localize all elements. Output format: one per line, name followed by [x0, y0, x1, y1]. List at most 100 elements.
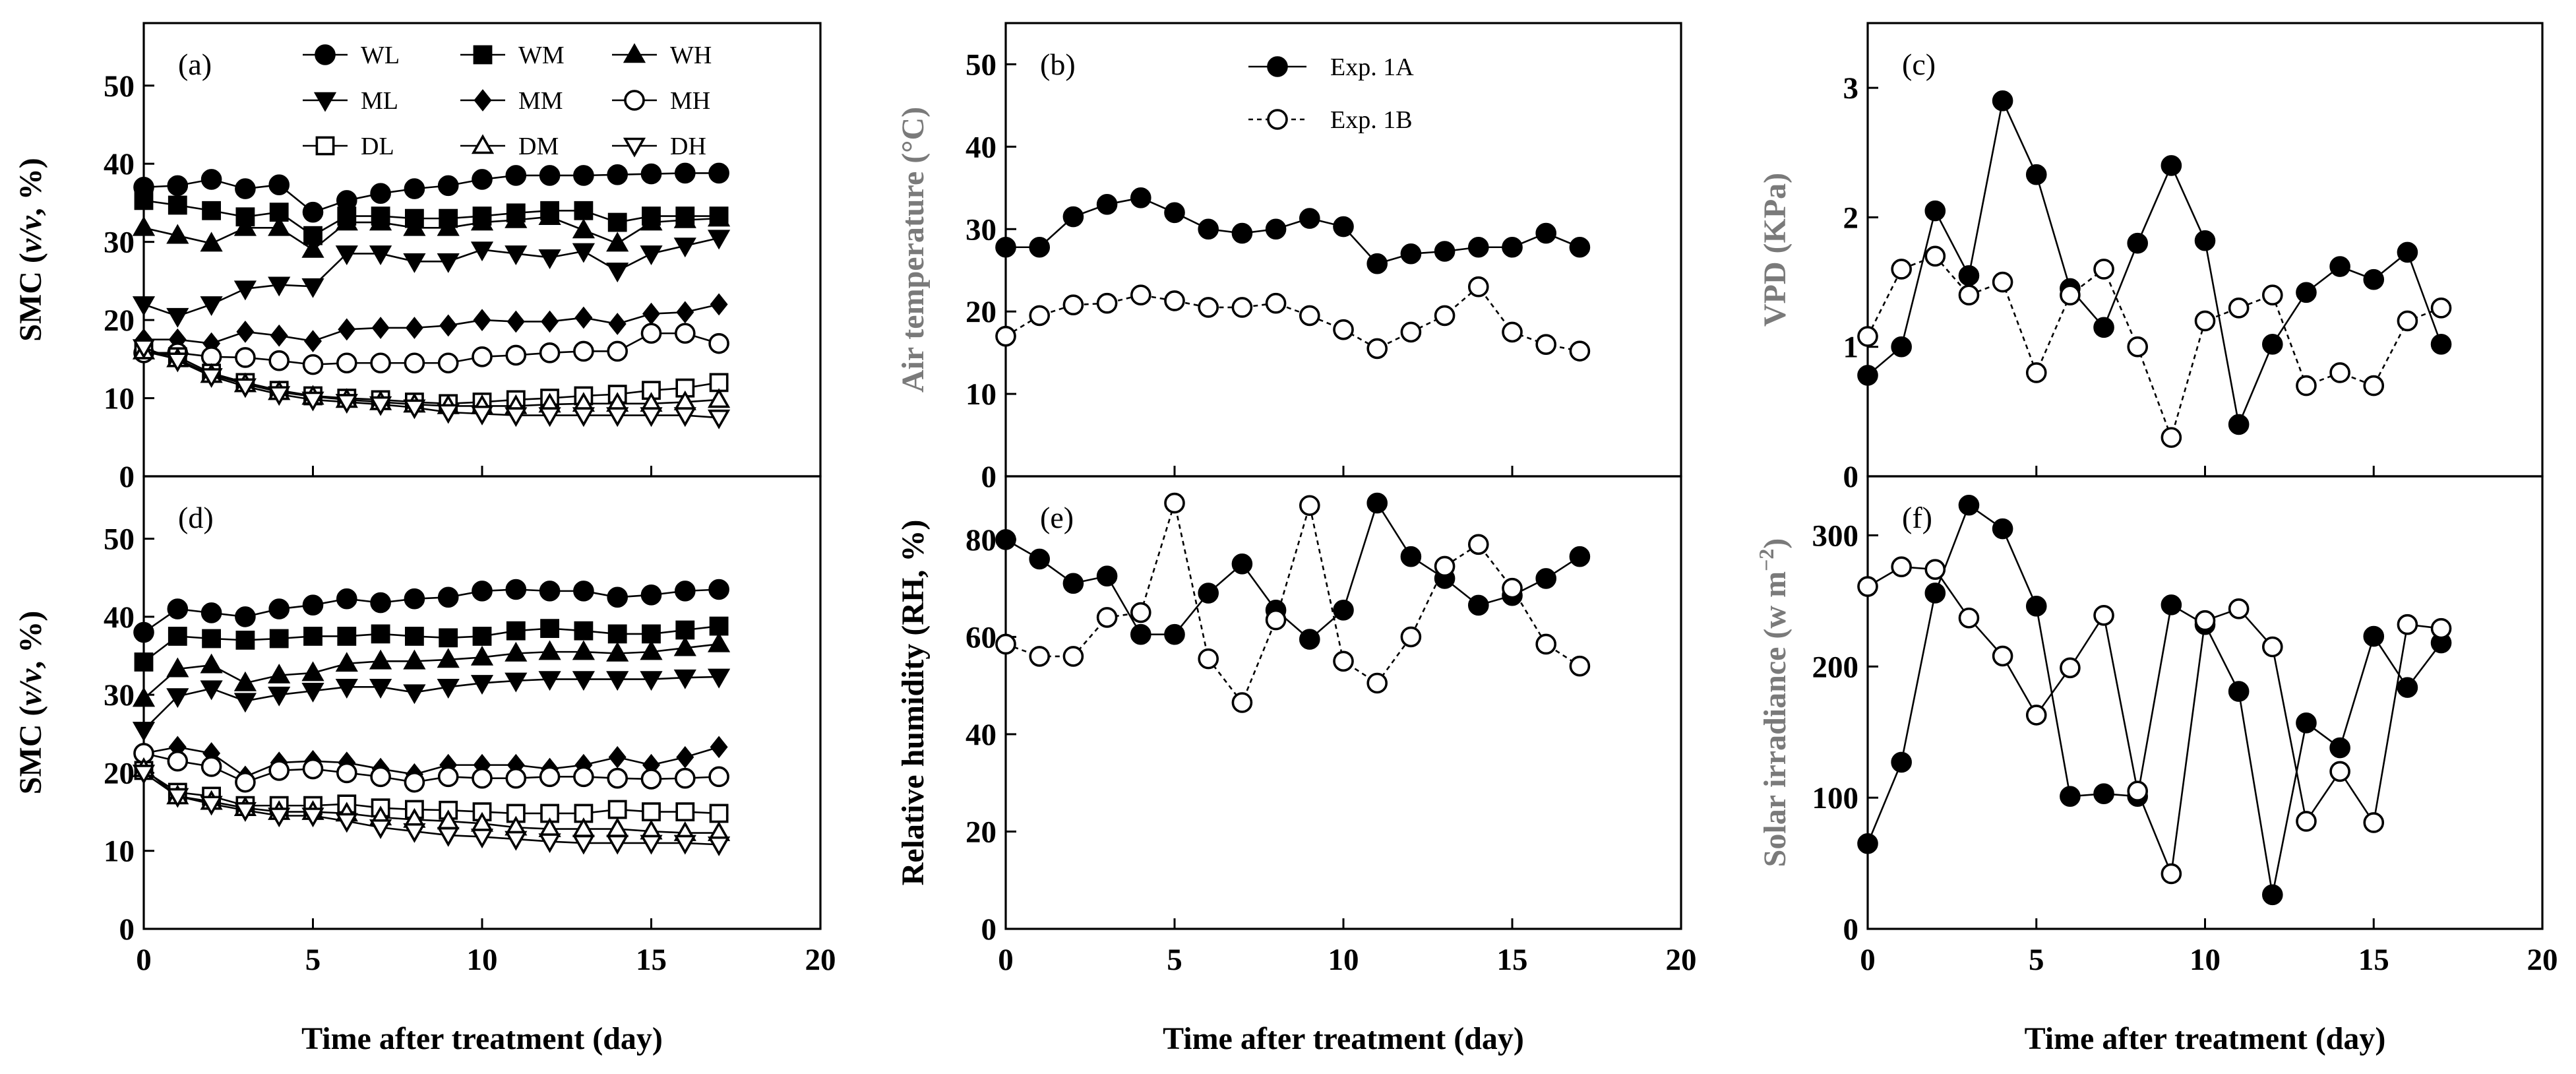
data-point	[1029, 236, 1050, 258]
data-point	[1366, 253, 1388, 274]
data-point	[1535, 633, 1556, 655]
data-point	[1062, 646, 1084, 667]
data-point	[1468, 276, 1489, 298]
data-point	[505, 641, 528, 662]
data-point	[1468, 236, 1489, 258]
y-tick-label: 0	[119, 912, 135, 947]
data-point	[1096, 565, 1118, 587]
series-line	[1005, 285, 1580, 352]
data-point	[337, 627, 357, 646]
data-point	[539, 342, 561, 363]
series-mh	[133, 323, 729, 375]
data-point	[606, 263, 629, 283]
x-tick-label: 10	[1328, 943, 1359, 977]
data-point	[167, 750, 189, 772]
data-point	[439, 314, 458, 337]
data-point	[200, 602, 222, 623]
data-point	[1231, 553, 1253, 575]
data-point	[200, 368, 223, 389]
data-point	[1198, 297, 1219, 318]
data-point	[473, 309, 491, 331]
series-ml	[132, 668, 731, 742]
data-point	[2430, 333, 2452, 355]
data-point	[707, 668, 731, 689]
data-point	[235, 771, 256, 793]
series-ml	[132, 230, 731, 328]
series-exp-1a	[995, 492, 1591, 650]
series-line	[1005, 501, 1581, 641]
data-point	[1164, 623, 1185, 645]
data-point	[2296, 282, 2317, 303]
data-point	[233, 378, 257, 398]
y-tick-label: 40	[104, 600, 135, 635]
data-point	[505, 579, 527, 600]
data-point	[2161, 155, 2182, 176]
x-tick-label: 5	[2029, 943, 2044, 977]
data-point	[640, 210, 663, 231]
data-point	[1434, 241, 1456, 262]
data-point	[472, 581, 493, 602]
data-point	[709, 616, 729, 636]
data-point	[1468, 534, 1489, 555]
data-point	[437, 253, 460, 273]
data-point	[1366, 338, 1388, 360]
y-tick-label: 3	[1843, 71, 1859, 106]
data-point	[573, 766, 594, 788]
series-line	[143, 772, 720, 846]
data-point	[404, 352, 425, 374]
series-dh	[132, 339, 731, 429]
data-point	[370, 592, 391, 614]
series-exp-1a	[995, 187, 1591, 274]
series-dl	[134, 340, 729, 414]
data-point	[640, 245, 663, 266]
data-point	[200, 232, 223, 252]
data-point	[1857, 833, 1878, 854]
data-point	[1164, 492, 1185, 514]
data-point	[166, 788, 189, 808]
x-tick-label: 15	[2358, 943, 2389, 977]
data-point	[1130, 187, 1151, 208]
y-tick-label: 50	[104, 69, 135, 104]
x-tick-label: 0	[1860, 943, 1876, 977]
data-point	[235, 606, 256, 627]
data-point	[233, 671, 257, 691]
data-point	[1265, 292, 1287, 314]
data-point	[2127, 336, 2148, 358]
data-point	[404, 588, 425, 610]
data-point	[233, 693, 257, 713]
data-point	[2093, 604, 2114, 626]
data-point	[2262, 636, 2283, 658]
data-point	[1029, 646, 1050, 667]
data-point	[2329, 256, 2350, 277]
series-dl	[134, 761, 729, 823]
series-exp-1b	[1857, 245, 2452, 448]
legend-item: DM	[460, 133, 559, 160]
series-line	[143, 237, 720, 317]
y-tick-label: 30	[104, 678, 135, 712]
data-point	[472, 802, 492, 821]
series-exp-1b	[995, 492, 1591, 713]
data-point	[708, 332, 729, 354]
data-point	[269, 629, 289, 648]
data-point	[1400, 243, 1422, 265]
series-line	[144, 303, 720, 344]
data-point	[505, 344, 527, 366]
data-point	[640, 640, 663, 660]
data-point	[2397, 310, 2418, 332]
data-point	[369, 245, 392, 266]
series-line	[143, 752, 720, 784]
data-point	[473, 45, 493, 65]
data-point	[437, 175, 459, 197]
data-point	[302, 354, 324, 375]
data-point	[607, 340, 629, 362]
panel-label: (b)	[1040, 47, 1076, 81]
y-tick-label: 10	[966, 377, 997, 412]
data-point	[708, 579, 729, 600]
data-point	[335, 210, 358, 231]
data-point	[167, 598, 189, 619]
data-point	[606, 407, 629, 427]
y-tick-label: 30	[966, 212, 997, 247]
legend-item: Exp. 1B	[1248, 106, 1413, 134]
legend-item: ML	[303, 87, 398, 115]
data-point	[1029, 548, 1050, 570]
